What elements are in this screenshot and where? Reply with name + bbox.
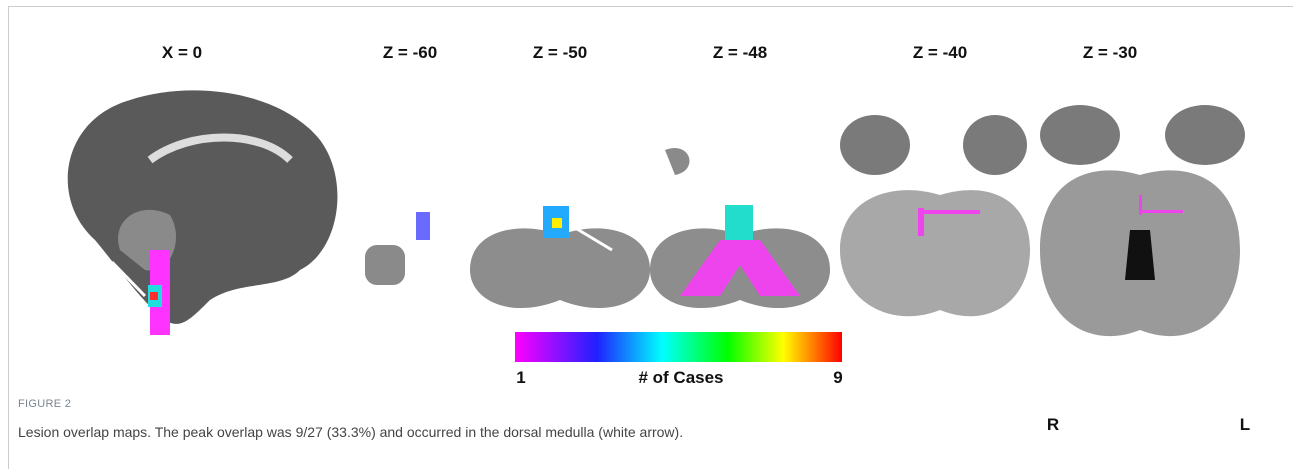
figure-label: FIGURE 2	[18, 398, 72, 410]
axial-z-40	[840, 115, 1030, 317]
colorbar-label: # of Cases	[638, 368, 723, 387]
panel-label: Z = -40	[913, 43, 967, 62]
axial-z-60	[365, 212, 430, 285]
panel-label: X = 0	[162, 43, 202, 62]
axial-z-50	[470, 206, 650, 309]
orientation-left: L	[1240, 415, 1250, 434]
panel-label: Z = -50	[533, 43, 587, 62]
caption: Lesion overlap maps. The peak overlap wa…	[18, 424, 684, 440]
figure-frame	[8, 6, 1293, 469]
orientation-right: R	[1047, 415, 1059, 434]
panel-label: Z = -30	[1083, 43, 1137, 62]
colorbar-max: 9	[833, 368, 842, 387]
panel-label: Z = -48	[713, 43, 767, 62]
panel-label: Z = -60	[383, 43, 437, 62]
axial-z-48	[650, 147, 830, 309]
colorbar-min: 1	[516, 368, 525, 387]
axial-z-30	[1040, 105, 1245, 337]
sagittal-image	[67, 90, 338, 335]
colorbar	[515, 332, 842, 362]
